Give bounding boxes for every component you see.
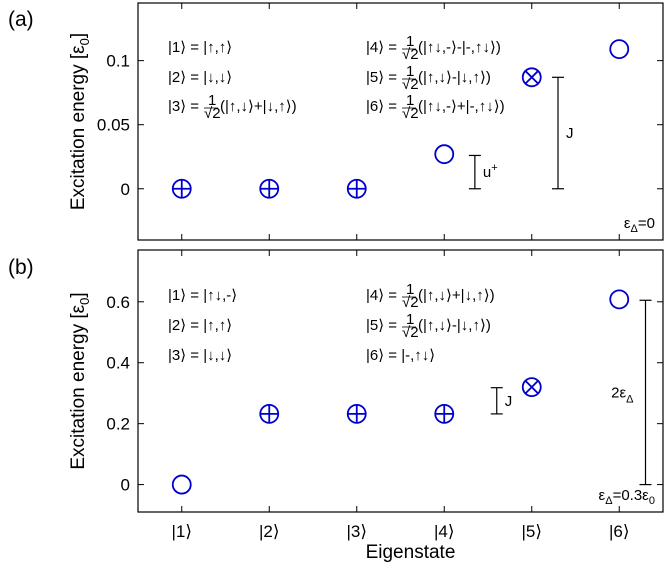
svg-text:|2⟩ = |↓,↓⟩: |2⟩ = |↓,↓⟩: [168, 69, 232, 86]
svg-text:1: 1: [406, 92, 414, 109]
data-point-circle: [609, 39, 630, 60]
state-definition-right-3: |6⟩ = |-,↑↓⟩: [366, 347, 435, 364]
x-tick-label: |3⟩: [346, 522, 367, 541]
y-tick-label: 0.1: [106, 52, 130, 71]
state-definition-right-2: |5⟩ = 1√2 (|↑,↓⟩-|↓,↑⟩): [366, 63, 491, 93]
state-definition-right-1: |4⟩ = 1√2 (|↑,↓⟩+|↓,↑⟩): [366, 281, 495, 311]
y-tick-label: 0: [121, 476, 130, 495]
plot-frame: [137, 2, 664, 241]
svg-text:√2: √2: [402, 76, 419, 93]
data-point-oplus: [346, 404, 367, 424]
svg-text:|5⟩ =: |5⟩ =: [366, 69, 397, 86]
parameter-label: εΔ=0.3ε0: [599, 487, 655, 507]
data-point-oplus: [346, 178, 367, 199]
y-axis-label: Excitation energy [ε0]: [68, 33, 92, 210]
svg-text:(|↑↓,-⟩+|-,↑↓⟩): (|↑↓,-⟩+|-,↑↓⟩): [418, 98, 505, 115]
svg-text:(|↑,↓⟩-|↓,↑⟩): (|↑,↓⟩-|↓,↑⟩): [418, 317, 491, 334]
y-tick-label: 0.2: [106, 415, 130, 434]
parameter-label: εΔ=0: [624, 215, 655, 235]
bracket-label: J: [505, 393, 513, 410]
svg-text:|6⟩ =: |6⟩ =: [366, 98, 397, 115]
svg-text:1: 1: [406, 311, 414, 328]
x-axis-label: Eigenstate: [366, 542, 456, 563]
panel-label: (b): [8, 256, 34, 279]
y-tick-label: 0.05: [97, 116, 130, 135]
state-definition-left-1: |1⟩ = |↑,↑⟩: [168, 39, 232, 56]
data-point-otimes: [521, 67, 542, 88]
state-definition-right-2: |5⟩ = 1√2 (|↑,↓⟩-|↓,↑⟩): [366, 311, 491, 341]
x-tick-label: |5⟩: [521, 522, 542, 541]
data-point-circle: [609, 289, 630, 310]
svg-text:(|↑,↓⟩+|↓,↑⟩): (|↑,↓⟩+|↓,↑⟩): [220, 98, 297, 115]
svg-text:√2: √2: [402, 105, 419, 122]
svg-text:1: 1: [406, 33, 414, 50]
y-axis-label: Excitation energy [ε0]: [68, 292, 92, 469]
bracket-label: u+: [483, 162, 498, 181]
y-tick-label: 0.4: [106, 354, 130, 373]
state-definition-right-1: |4⟩ = 1√2 (|↑↓,-⟩-|-,↑↓⟩): [366, 33, 501, 63]
state-definition-left-2: |2⟩ = |↑,↑⟩: [168, 317, 232, 334]
data-point-circle: [171, 474, 192, 495]
svg-text:(|↑,↓⟩-|↓,↑⟩): (|↑,↓⟩-|↓,↑⟩): [418, 69, 491, 86]
panel-b: (b) 0 0.2 0.4 0.6 |1⟩ |2⟩ |3⟩ |4⟩ |5⟩ |6⟩ Eigenstat…: [8, 249, 664, 563]
svg-text:|1⟩ = |↑,↑⟩: |1⟩ = |↑,↑⟩: [168, 39, 232, 56]
state-definition-left-3: |3⟩ = 1√2 (|↑,↓⟩+|↓,↑⟩): [168, 92, 297, 122]
plot-frame: [137, 249, 664, 513]
svg-text:1: 1: [406, 63, 414, 80]
svg-text:|1⟩ = |↑↓,-⟩: |1⟩ = |↑↓,-⟩: [168, 287, 237, 304]
panel-a: (a) 0 0.05 0.1 Excitation energy [ε0] u+ JεΔ=0…: [8, 2, 664, 241]
data-point-otimes: [521, 377, 542, 397]
bracket-label: J: [566, 125, 574, 142]
x-tick-label: |6⟩: [609, 522, 630, 541]
data-point-oplus: [259, 178, 280, 199]
data-point-oplus: [171, 178, 192, 199]
svg-text:|6⟩ = |-,↑↓⟩: |6⟩ = |-,↑↓⟩: [366, 347, 435, 364]
svg-text:√2: √2: [204, 105, 221, 122]
bracket-label: 2εΔ: [611, 384, 634, 405]
y-tick-label: 0.6: [106, 293, 130, 312]
svg-text:|2⟩ = |↑,↑⟩: |2⟩ = |↑,↑⟩: [168, 317, 232, 334]
energy-bracket: J: [552, 76, 574, 190]
svg-text:|3⟩ =: |3⟩ =: [168, 98, 199, 115]
data-point-oplus: [259, 404, 280, 424]
svg-text:|4⟩ =: |4⟩ =: [366, 287, 397, 304]
data-point-circle: [434, 144, 455, 165]
svg-text:|5⟩ =: |5⟩ =: [366, 317, 397, 334]
svg-text:|4⟩ =: |4⟩ =: [366, 39, 397, 56]
svg-text:√2: √2: [402, 46, 419, 63]
svg-text:√2: √2: [402, 294, 419, 311]
state-definition-left-3: |3⟩ = |↓,↓⟩: [168, 347, 232, 364]
x-tick-label: |1⟩: [171, 522, 192, 541]
energy-bracket: J: [490, 387, 513, 415]
energy-bracket: u+: [468, 154, 498, 190]
state-definition-left-2: |2⟩ = |↓,↓⟩: [168, 69, 232, 86]
x-tick-label: |2⟩: [259, 522, 280, 541]
svg-text:|3⟩ = |↓,↓⟩: |3⟩ = |↓,↓⟩: [168, 347, 232, 364]
y-tick-label: 0: [121, 180, 130, 199]
svg-text:(|↑,↓⟩+|↓,↑⟩): (|↑,↓⟩+|↓,↑⟩): [418, 287, 495, 304]
state-definition-left-1: |1⟩ = |↑↓,-⟩: [168, 287, 237, 304]
x-tick-label: |4⟩: [434, 522, 455, 541]
svg-text:1: 1: [406, 281, 414, 298]
svg-text:(|↑↓,-⟩-|-,↑↓⟩): (|↑↓,-⟩-|-,↑↓⟩): [418, 39, 501, 56]
energy-bracket: 2εΔ: [611, 299, 652, 486]
svg-text:√2: √2: [402, 324, 419, 341]
data-point-oplus: [434, 404, 455, 424]
state-definition-right-3: |6⟩ = 1√2 (|↑↓,-⟩+|-,↑↓⟩): [366, 92, 505, 122]
panel-label: (a): [8, 8, 34, 31]
svg-text:1: 1: [208, 92, 216, 109]
